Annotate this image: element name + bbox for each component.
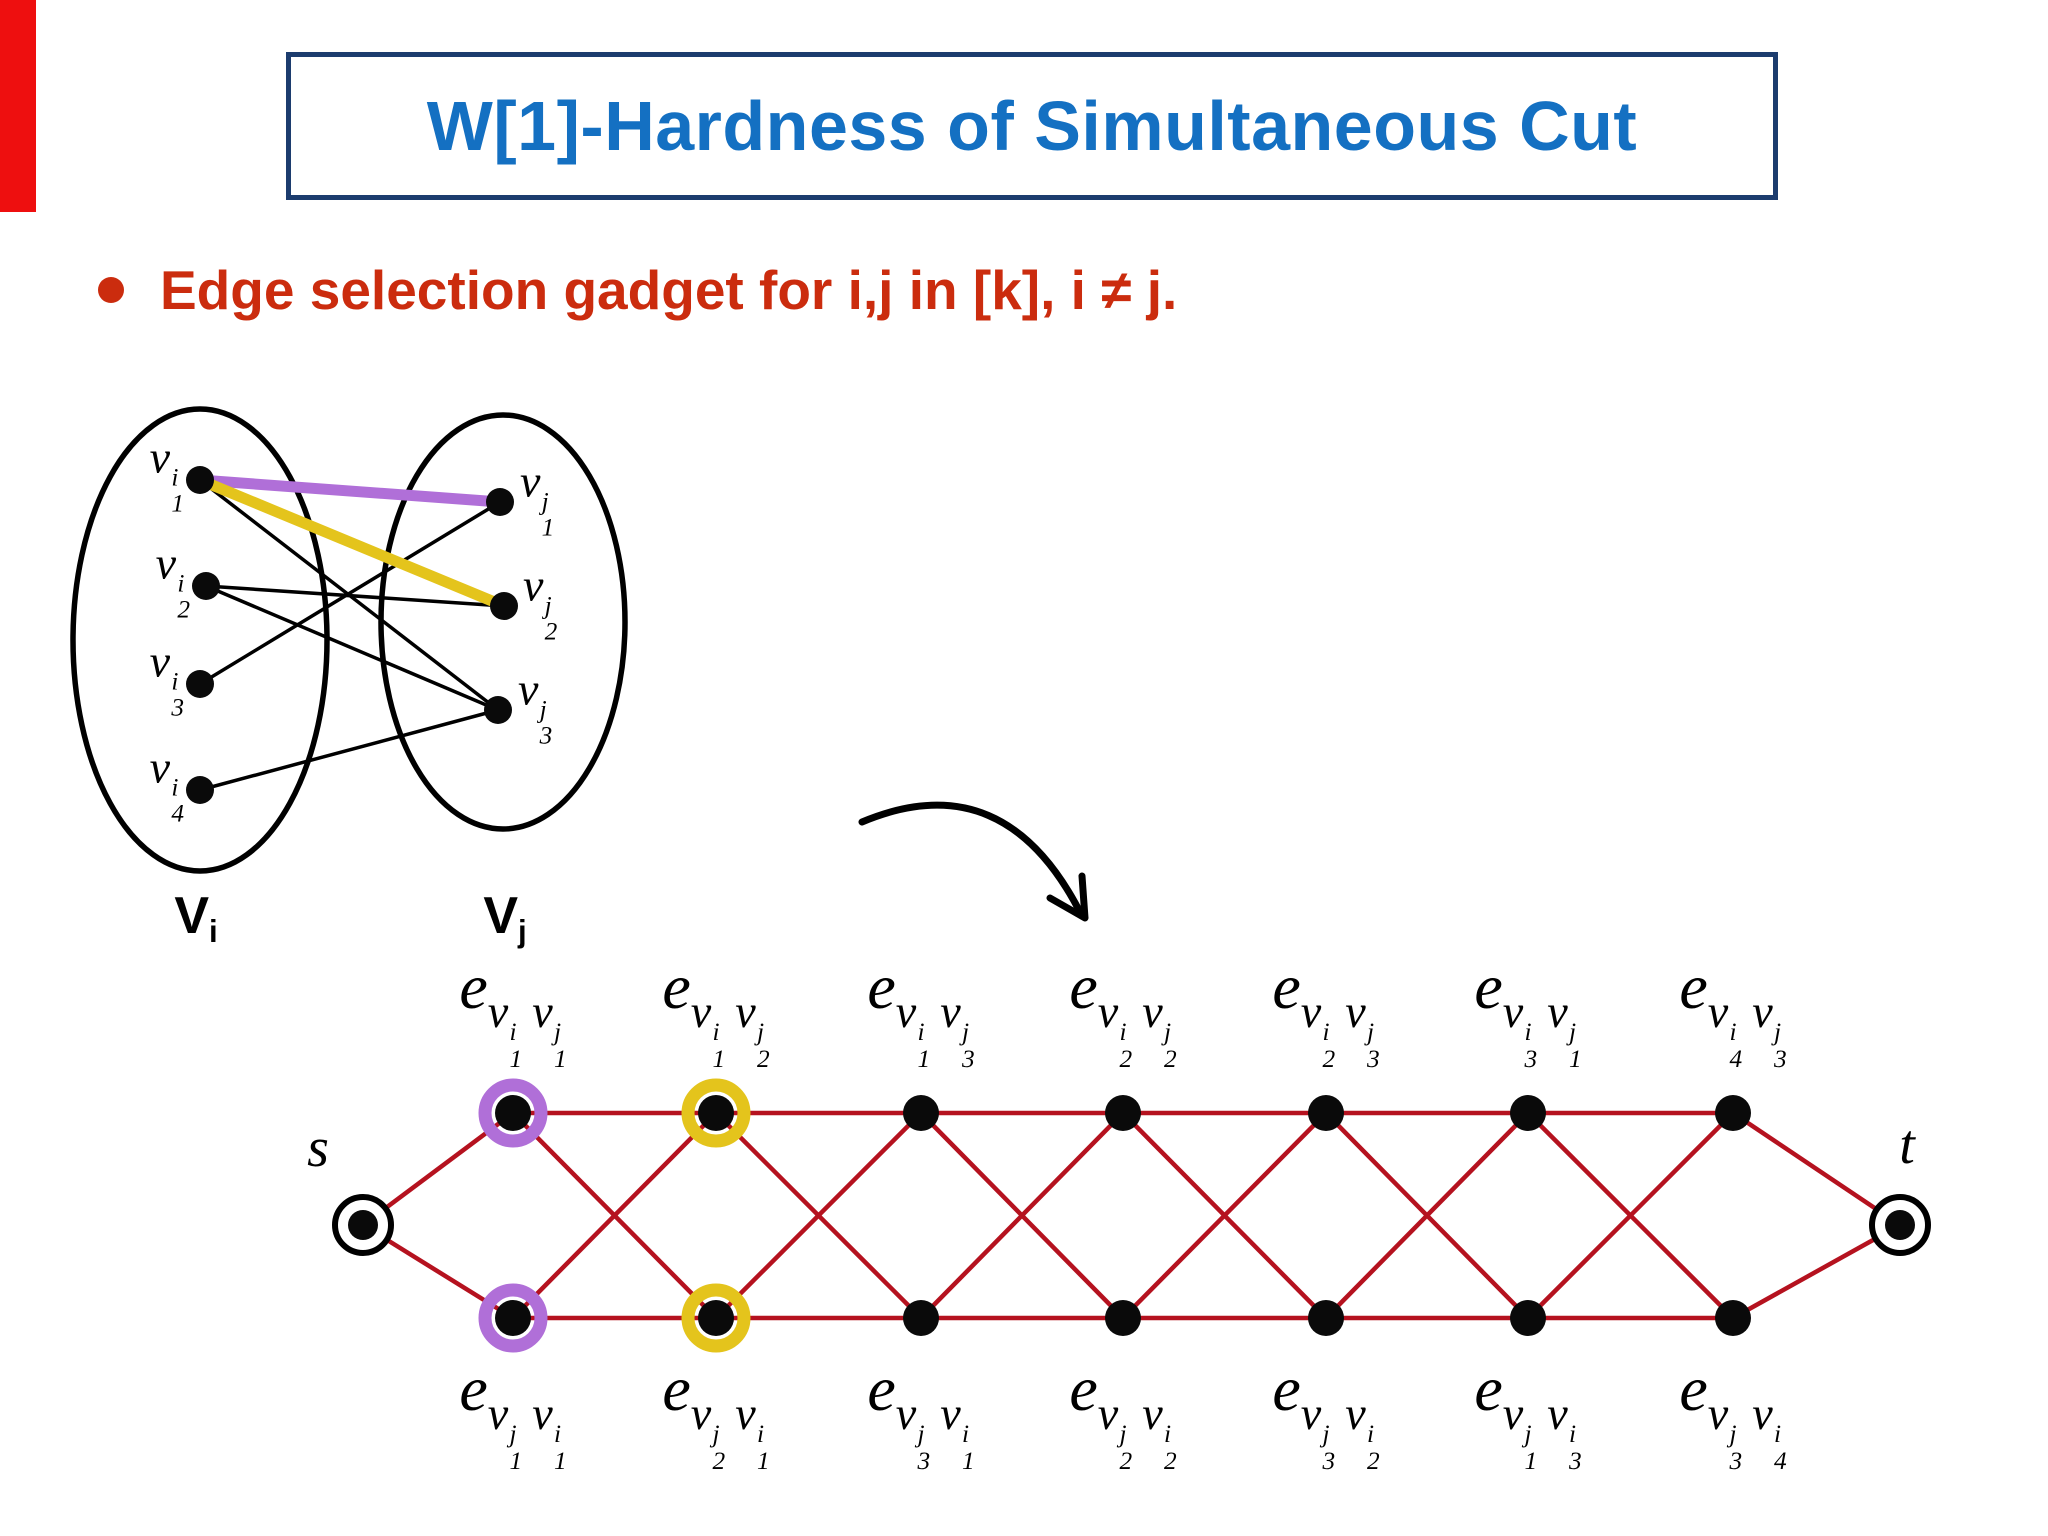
gadget-bottom-node-4 <box>1308 1300 1344 1336</box>
bipartite-left-node-0 <box>186 466 214 494</box>
bipartite-highlight-edge-1 <box>194 474 510 612</box>
gadget-edge-bottom4-top5 <box>1324 1111 1530 1320</box>
gadget-bottom-node-5 <box>1510 1300 1546 1336</box>
gadget-highlight-ring-top-0 <box>478 1078 548 1148</box>
transform-arrow <box>858 801 1086 920</box>
bullet-marker <box>98 277 124 303</box>
gadget-bottom-node-0 <box>495 1300 531 1336</box>
gadget-highlight-ring-bottom-0 <box>478 1283 548 1353</box>
gadget-top-node-3 <box>1105 1095 1141 1131</box>
bipartite-right-node-0 <box>486 488 514 516</box>
bipartite-right-node-2 <box>484 696 512 724</box>
gadget-bottom-node-2 <box>903 1300 939 1336</box>
bullet-item: Edge selection gadget for i,j in [k], i … <box>98 258 1177 322</box>
left-set-ellipse <box>70 406 330 874</box>
gadget-bottom-node-1 <box>698 1300 734 1336</box>
title-box: W[1]-Hardness of Simultaneous Cut <box>286 52 1778 200</box>
bipartite-edge-5 <box>199 500 501 686</box>
gadget-edge-bottom5-top6 <box>1526 1111 1735 1320</box>
bipartite-left-node-1 <box>192 572 220 600</box>
bipartite-edge-6 <box>199 708 499 792</box>
gadget-top-node-0 <box>495 1095 531 1131</box>
sink-node <box>1885 1210 1915 1240</box>
bipartite-highlight-edge-0 <box>194 474 506 508</box>
gadget-edge-top6-t <box>1731 1111 1902 1227</box>
gadget-edge-bottom0-top1 <box>511 1111 718 1320</box>
gadget-edge-bottom2-top3 <box>919 1111 1125 1320</box>
bipartite-left-node-3 <box>186 776 214 804</box>
gadget-bottom-node-6 <box>1715 1300 1751 1336</box>
bipartite-edge-4 <box>205 584 499 712</box>
gadget-top-node-1 <box>698 1095 734 1131</box>
gadget-top-node-4 <box>1308 1095 1344 1131</box>
gadget-top-node-5 <box>1510 1095 1546 1131</box>
source-node <box>348 1210 378 1240</box>
right-set-ellipse <box>378 412 628 832</box>
gadget-edge-bottom1-top2 <box>714 1111 923 1320</box>
gadget-bottom-node-3 <box>1105 1300 1141 1336</box>
bipartite-right-node-1 <box>490 592 518 620</box>
gadget-highlight-ring-bottom-1 <box>681 1283 751 1353</box>
page-title: W[1]-Hardness of Simultaneous Cut <box>426 87 1638 165</box>
transform-arrow-head-icon <box>1046 872 1089 922</box>
bipartite-edge-3 <box>205 584 505 608</box>
bullet-text: Edge selection gadget for i,j in [k], i … <box>160 259 1178 321</box>
gadget-top-node-2 <box>903 1095 939 1131</box>
gadget-top-node-6 <box>1715 1095 1751 1131</box>
gadget-edge-bottom3-top4 <box>1121 1111 1328 1320</box>
gadget-edge-bottom6-t <box>1731 1223 1902 1320</box>
gadget-highlight-ring-top-1 <box>681 1078 751 1148</box>
slide-edge-strip <box>0 0 36 212</box>
bipartite-left-node-2 <box>186 670 214 698</box>
